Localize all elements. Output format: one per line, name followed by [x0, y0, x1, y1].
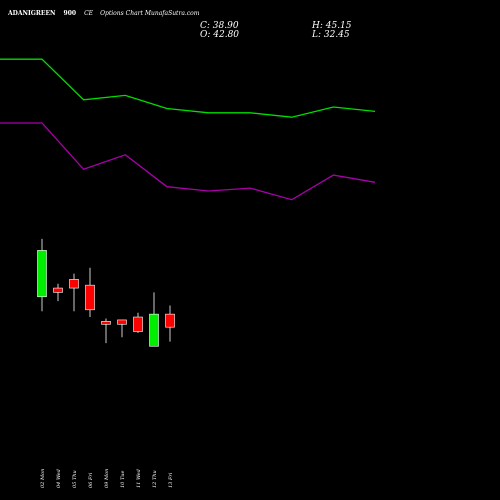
- close-value: C: 38.90: [200, 21, 239, 31]
- x-tick-label: 02 Mon: [40, 469, 46, 488]
- x-axis-ticks: 02 Mon 04 Wed 05 Thu 06 Fri 09 Mon 10 Tue 11 W…: [40, 469, 174, 488]
- lower-band-line: [0, 122, 376, 201]
- candle-down: [85, 284, 95, 311]
- candles-group: [37, 238, 175, 347]
- candle-down: [133, 316, 143, 332]
- subtitle-label: Options Chart MunafaSutra.com: [100, 10, 200, 17]
- symbol-label: ADANIGREEN: [7, 10, 56, 17]
- x-tick-label: 11 Wed: [136, 469, 142, 488]
- strike-label: 900: [64, 10, 77, 17]
- low-value: L: 32.45: [311, 30, 350, 40]
- x-tick-label: 12 Thu: [152, 470, 158, 488]
- candle-down: [69, 279, 79, 289]
- candle-down: [53, 287, 63, 293]
- candle-down: [101, 321, 111, 325]
- upper-band-line: [0, 58, 376, 118]
- candle-down: [117, 319, 127, 325]
- option-type-label: CE: [84, 10, 94, 17]
- candle-up: [149, 313, 159, 347]
- x-tick-label: 13 Fri: [168, 472, 174, 488]
- x-tick-label: 05 Thu: [72, 470, 78, 488]
- open-value: O: 42.80: [200, 30, 239, 40]
- x-tick-label: 04 Wed: [56, 469, 62, 488]
- x-tick-label: 09 Mon: [104, 469, 110, 488]
- x-tick-label: 06 Fri: [88, 472, 94, 488]
- high-value: H: 45.15: [311, 21, 352, 31]
- candle-down: [165, 313, 175, 328]
- chart-header: ADANIGREEN 900 CE Options Chart MunafaSu…: [7, 2, 200, 19]
- x-tick-label: 10 Tue: [120, 470, 126, 488]
- candle-up: [37, 250, 47, 298]
